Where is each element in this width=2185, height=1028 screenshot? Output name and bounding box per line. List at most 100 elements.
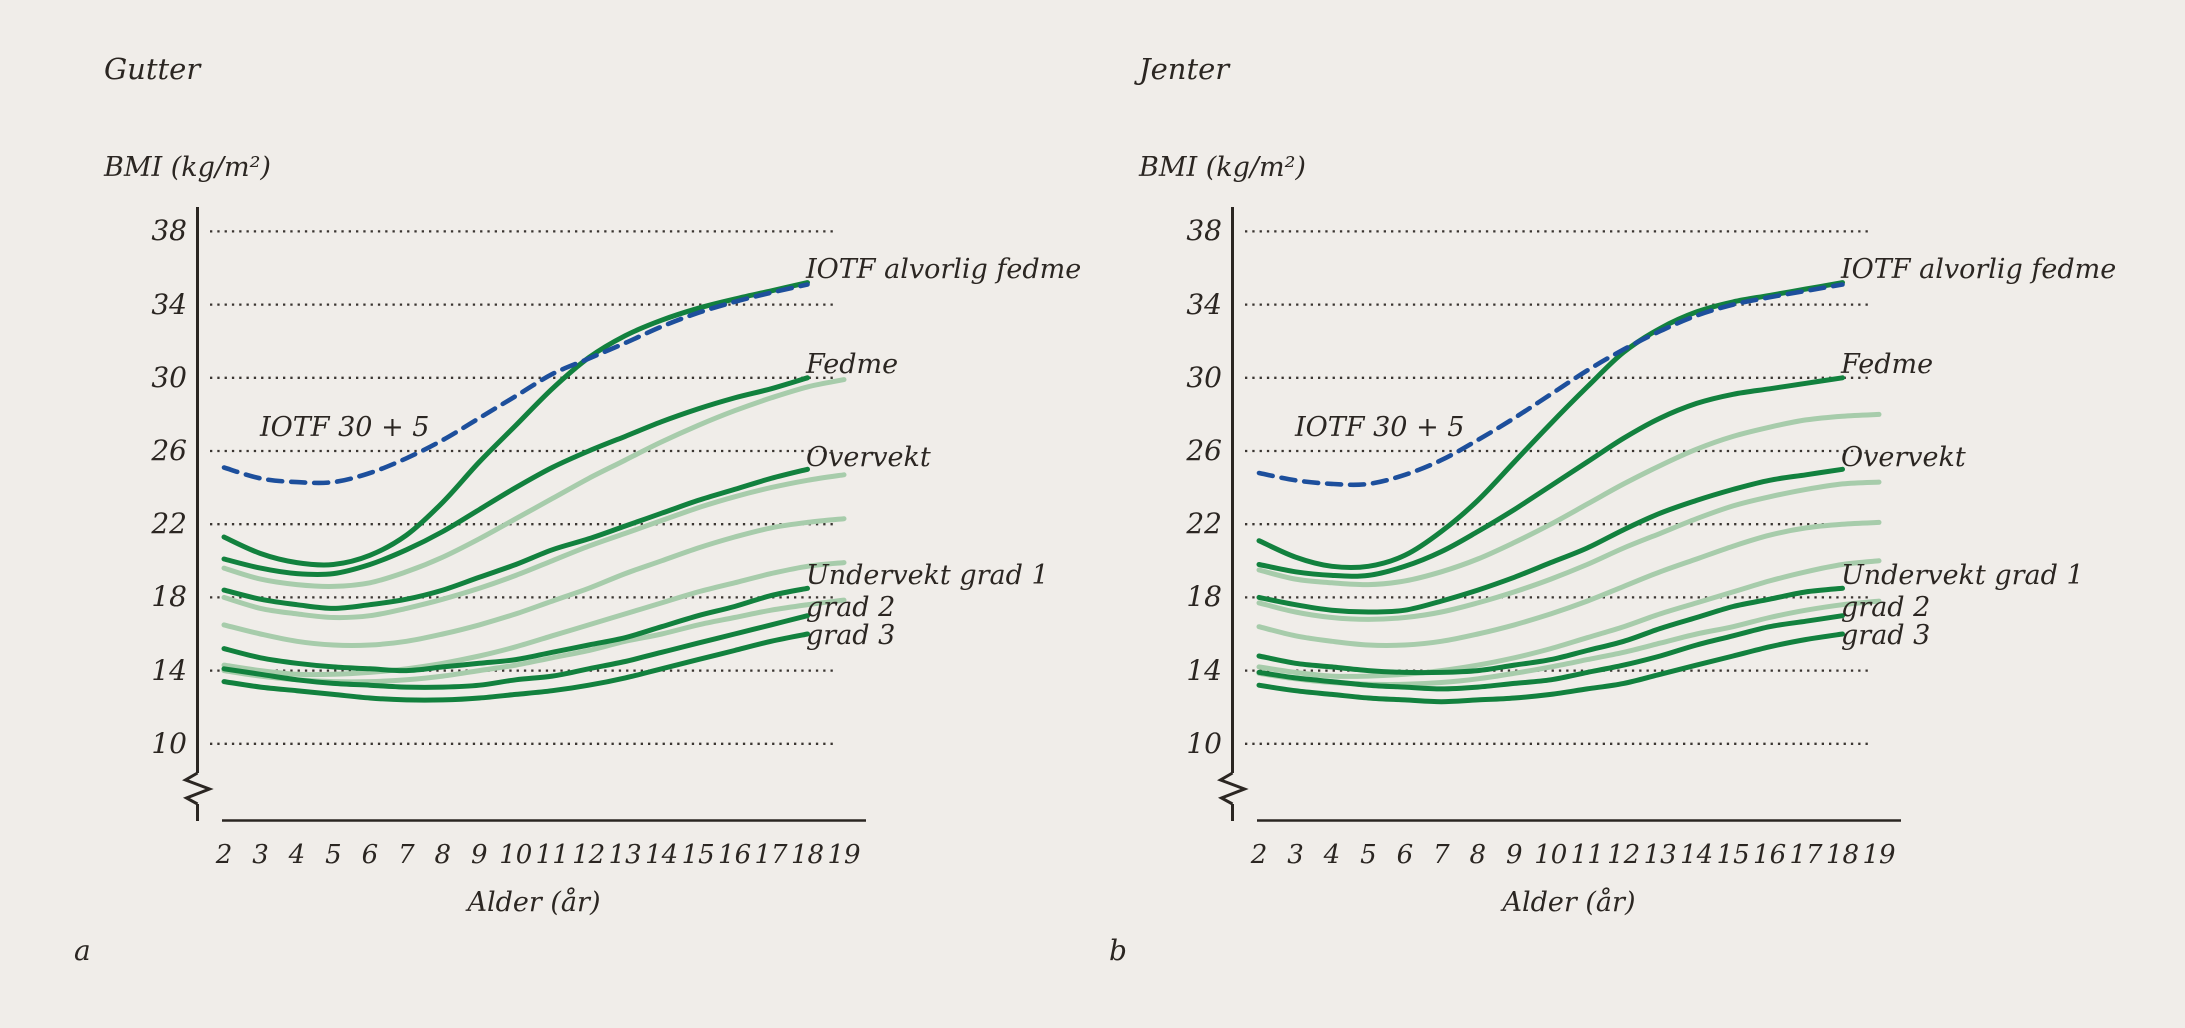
x-tick-3-a: 3 <box>252 840 269 870</box>
y-tick-26-b: 26 <box>1186 434 1222 467</box>
x-tick-18-b: 18 <box>1825 840 1860 870</box>
panel-b-letter: b <box>1109 934 1127 967</box>
x-tick-5-a: 5 <box>325 840 342 870</box>
x-tick-8-a: 8 <box>434 840 452 870</box>
y-tick-14-b: 14 <box>1186 653 1222 687</box>
x-tick-9-b: 9 <box>1506 840 1523 870</box>
curve-undervekt-grad-3-a <box>221 631 810 703</box>
x-tick-14-a: 14 <box>645 840 679 870</box>
curve-label-grad2-b: grad 2 <box>1841 592 1931 623</box>
x-tick-15-b: 15 <box>1716 840 1750 870</box>
curve-label-grad2-a: grad 2 <box>806 592 896 623</box>
curve-label-grad3-b: grad 3 <box>1841 620 1931 651</box>
panel-b-iotf305-label: IOTF 30 + 5 <box>1295 412 1465 443</box>
y-tick-30-b: 30 <box>1186 360 1222 394</box>
curve-undervekt-grad-1-lys-referansekurve-a <box>221 560 847 678</box>
y-axis-break-b <box>1217 771 1249 806</box>
curve-undervekt-grad-2-b <box>1256 613 1845 692</box>
panel-a-letter: a <box>74 934 91 967</box>
panel-a-title: Gutter <box>104 52 201 86</box>
curve-label-fedme-a: Fedme <box>806 349 899 380</box>
x-tick-11-a: 11 <box>535 840 569 870</box>
curve-label-overvekt-b: Overvekt <box>1841 442 1966 473</box>
curve-overvekt-lys-referansekurve-a <box>221 472 847 621</box>
curve-iotf-alvorlig-fedme-a <box>221 280 810 568</box>
curve-undervekt-grad-3-b <box>1256 631 1845 705</box>
x-tick-9-a: 9 <box>471 840 488 870</box>
y-axis-break-a <box>182 771 214 806</box>
x-tick-7-a: 7 <box>398 840 415 870</box>
x-tick-12-a: 12 <box>572 840 606 870</box>
y-tick-22-a: 22 <box>151 507 187 541</box>
x-tick-15-a: 15 <box>681 840 715 870</box>
curve-undervekt-grad-1-lys-referansekurve-b <box>1256 558 1882 679</box>
curve-fedme-lys-referansekurve-b <box>1256 411 1882 588</box>
panel-a-iotf305-label: IOTF 30 + 5 <box>260 412 430 443</box>
x-tick-12-b: 12 <box>1607 840 1641 870</box>
y-tick-22-b: 22 <box>1186 507 1222 541</box>
x-tick-17-b: 17 <box>1789 840 1823 870</box>
curve-undervekt-grad-2-a <box>221 613 810 690</box>
x-tick-19-a: 19 <box>827 840 861 870</box>
x-tick-10-b: 10 <box>1534 840 1568 870</box>
x-tick-14-b: 14 <box>1680 840 1714 870</box>
x-tick-18-a: 18 <box>790 840 825 870</box>
x-tick-5-b: 5 <box>1360 840 1377 870</box>
x-tick-2-b: 2 <box>1250 840 1268 870</box>
curve-label-undervekt1-a: Undervekt grad 1 <box>806 560 1049 591</box>
x-tick-8-b: 8 <box>1469 840 1487 870</box>
curve-label-severe-b: IOTF alvorlig fedme <box>1841 254 2117 285</box>
y-tick-10-b: 10 <box>1186 726 1222 760</box>
curve-undervekt-grad-1-b <box>1256 585 1845 676</box>
curve-label-fedme-b: Fedme <box>1841 349 1934 380</box>
x-tick-13-b: 13 <box>1643 840 1677 870</box>
curve-iotf-30-5-b <box>1256 282 1845 488</box>
x-tick-11-b: 11 <box>1570 840 1604 870</box>
curve-lys-referansekurve-umerket-b <box>1256 519 1882 648</box>
y-tick-14-a: 14 <box>151 653 187 687</box>
x-tick-16-a: 16 <box>718 840 752 870</box>
y-tick-34-b: 34 <box>1186 287 1222 321</box>
curve-label-undervekt1-b: Undervekt grad 1 <box>1841 560 2084 591</box>
panel-b-bmi-label: BMI (kg/m²) <box>1139 152 1306 183</box>
y-tick-38-a: 38 <box>151 214 187 248</box>
x-tick-16-b: 16 <box>1753 840 1787 870</box>
x-tick-4-a: 4 <box>288 840 306 870</box>
y-tick-18-a: 18 <box>151 580 187 614</box>
y-tick-26-a: 26 <box>151 434 187 467</box>
curve-label-severe-a: IOTF alvorlig fedme <box>806 254 1082 285</box>
curve-overvekt-lys-referansekurve-b <box>1256 479 1882 622</box>
curve-overvekt-a <box>221 466 810 611</box>
x-tick-17-a: 17 <box>754 840 788 870</box>
curve-undervekt-grad-1-a <box>221 585 810 674</box>
panel-a-age-label: Alder (år) <box>467 887 601 918</box>
panel-b-age-label: Alder (år) <box>1502 887 1636 918</box>
panel-a-bmi-label: BMI (kg/m²) <box>104 152 271 183</box>
panel-b-title: Jenter <box>1139 52 1230 86</box>
x-tick-10-a: 10 <box>499 840 533 870</box>
curve-label-overvekt-a: Overvekt <box>806 442 931 473</box>
x-tick-2-a: 2 <box>215 840 233 870</box>
curve-iotf-alvorlig-fedme-b <box>1256 280 1845 571</box>
curve-label-grad3-a: grad 3 <box>806 620 896 651</box>
y-tick-38-b: 38 <box>1186 214 1222 248</box>
curve-fedme-b <box>1256 375 1845 579</box>
x-tick-4-b: 4 <box>1323 840 1341 870</box>
x-tick-6-a: 6 <box>361 840 379 870</box>
curve-fedme-lys-referansekurve-a <box>221 377 847 589</box>
x-tick-6-b: 6 <box>1396 840 1414 870</box>
curve-lys-referansekurve-umerket-a <box>221 516 847 648</box>
x-tick-7-b: 7 <box>1433 840 1450 870</box>
x-tick-13-a: 13 <box>608 840 642 870</box>
curve-fedme-a <box>221 375 810 577</box>
y-tick-10-a: 10 <box>151 726 187 760</box>
curve-iotf-30-5-a <box>221 282 810 486</box>
curve-overvekt-b <box>1256 466 1845 615</box>
x-tick-19-b: 19 <box>1862 840 1896 870</box>
y-tick-30-a: 30 <box>151 360 187 394</box>
y-tick-18-b: 18 <box>1186 580 1222 614</box>
x-tick-3-b: 3 <box>1287 840 1304 870</box>
y-tick-34-a: 34 <box>151 287 187 321</box>
